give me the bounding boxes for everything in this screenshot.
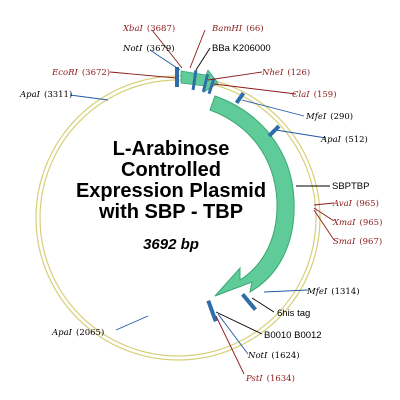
site-smai-967[interactable]: SmaI (967) — [333, 231, 382, 248]
leader-avai — [313, 202, 335, 206]
site-psti-1634[interactable]: PstI (1634) — [245, 368, 295, 385]
leader-clai — [213, 83, 297, 95]
leader-lines — [69, 29, 335, 375]
leader-nhei — [207, 71, 263, 81]
plasmid-title-line-4: with SBP - TBP — [98, 201, 243, 223]
site-nhei-126[interactable]: NheI (126) — [261, 62, 310, 79]
feature-block-ecori[interactable] — [175, 67, 179, 87]
plasmid-title-line-1: L-Arabinose — [113, 138, 230, 160]
feature-block-b0010[interactable] — [206, 299, 218, 323]
leader-apai-512 — [275, 129, 327, 139]
site-noti-3679[interactable]: NotI (3679) — [122, 38, 175, 55]
site-bamhi-66[interactable]: BamHI (66) — [211, 18, 264, 35]
site-apai-2065[interactable]: ApaI (2065) — [51, 322, 104, 339]
leader-noti-1624 — [217, 313, 249, 355]
leader-bba — [195, 47, 211, 71]
leader-apai-2065 — [115, 315, 149, 331]
site-clai-159[interactable]: ClaI (159) — [292, 84, 337, 101]
plasmid-title-line-3: Expression Plasmid — [76, 180, 266, 202]
leader-b0010 — [215, 311, 263, 335]
site-apai-512[interactable]: ApaI (512) — [320, 129, 368, 146]
leader-xbai — [151, 29, 183, 69]
leader-noti-3679 — [149, 49, 181, 71]
site-xmai-965[interactable]: XmaI (965) — [332, 212, 382, 229]
feature-block-mfei-290[interactable] — [234, 91, 246, 105]
leader-smai — [313, 209, 335, 241]
leader-psti — [215, 315, 245, 375]
site-apai-3311[interactable]: ApaI (3311) — [19, 84, 72, 101]
sbptbp-arrow[interactable] — [209, 95, 295, 297]
leader-6his — [251, 297, 275, 313]
site-mfei-290[interactable]: MfeI (290) — [305, 106, 353, 123]
feature-block-apai-512[interactable] — [267, 124, 281, 138]
site-noti-1624[interactable]: NotI (1624) — [247, 345, 300, 362]
site-avai-965[interactable]: AvaI (965) — [332, 193, 379, 210]
feature-block-clai[interactable] — [207, 78, 216, 95]
leader-apai-3311 — [69, 94, 109, 101]
feature-block-bba[interactable] — [191, 69, 198, 91]
feature-label-sbptbp[interactable]: SBPTBP — [332, 181, 370, 192]
leader-ecori — [109, 71, 177, 79]
plasmid-title-line-2: Controlled — [121, 159, 221, 181]
site-ecori-3672[interactable]: EcoRI (3672) — [51, 62, 110, 79]
feature-block-nhei[interactable] — [201, 74, 210, 93]
site-xbai-3687[interactable]: XbaI (3687) — [122, 18, 175, 35]
plasmid-size-label: 3692 bp — [143, 236, 199, 253]
leader-xmai — [313, 207, 335, 222]
feature-label-b0010-b0012[interactable]: B0010 B0012 — [264, 330, 322, 341]
feature-label-bba-k206000[interactable]: BBa K206000 — [212, 43, 271, 54]
leader-mfei-290 — [241, 99, 305, 117]
leader-bamhi — [189, 29, 206, 69]
leader-mfei-1314 — [263, 289, 309, 293]
feature-block-6his[interactable] — [241, 293, 257, 311]
site-mfei-1314[interactable]: MfeI (1314) — [306, 281, 360, 298]
feature-label-6his-tag[interactable]: 6his tag — [277, 308, 310, 319]
